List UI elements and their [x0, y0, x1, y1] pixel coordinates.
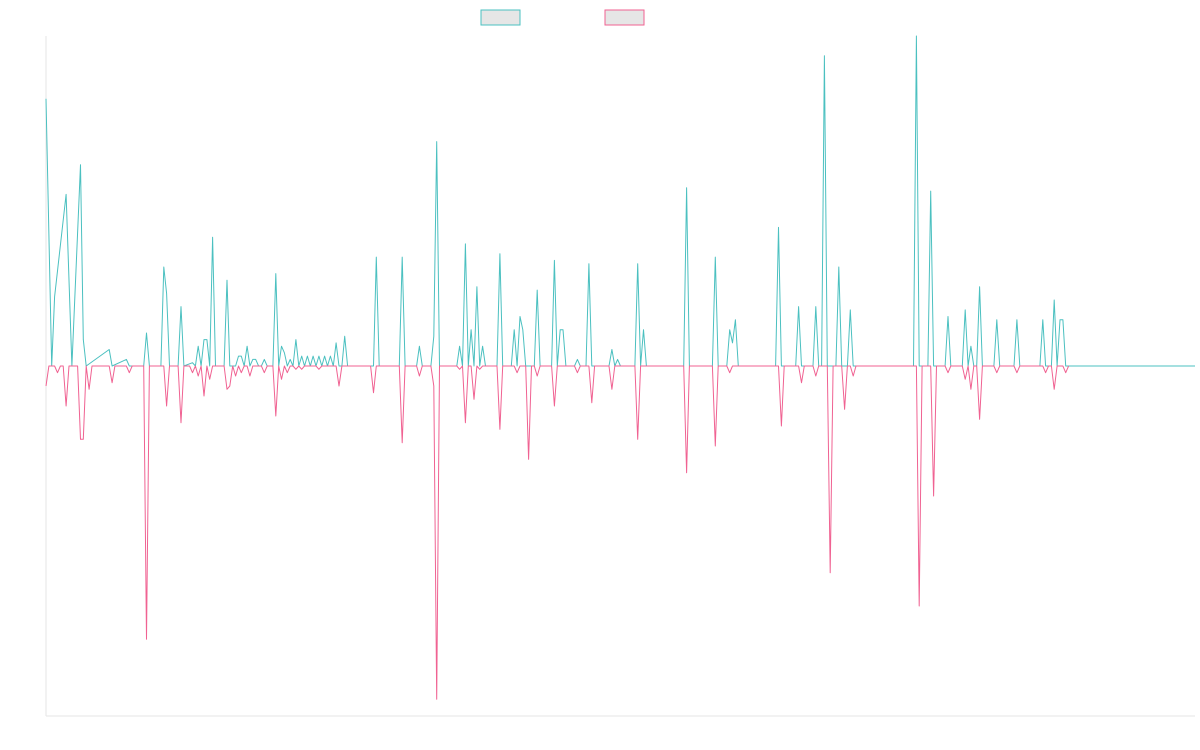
legend[interactable] — [480, 9, 645, 26]
axes — [45, 36, 1195, 717]
legend-swatch-pink[interactable] — [604, 9, 645, 26]
legend-swatch-teal[interactable] — [480, 9, 521, 26]
series-line-teal — [45, 35, 1195, 367]
series-layer — [45, 35, 1195, 700]
series-line-pink — [45, 365, 1070, 700]
